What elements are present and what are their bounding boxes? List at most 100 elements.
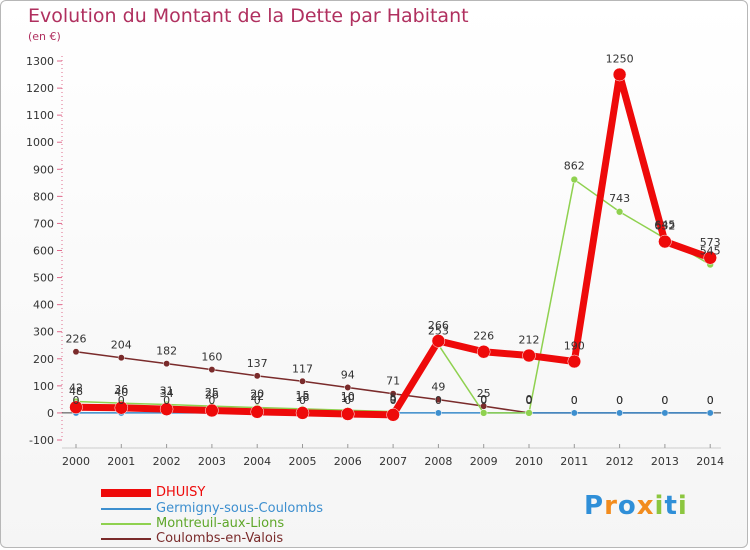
data-point-germigny-sous-coulombs [616, 409, 624, 417]
x-tick-label: 2002 [153, 455, 181, 468]
data-label-montreuil-aux-lions: 743 [609, 192, 630, 205]
chart-title: Evolution du Montant de la Dette par Hab… [28, 5, 469, 27]
logo-letter: o [617, 491, 637, 521]
data-point-germigny-sous-coulombs [570, 409, 578, 417]
data-point-coulombs-en-valois [434, 396, 442, 404]
data-label-dhuisy: 266 [428, 319, 449, 332]
logo-letter: i [677, 491, 688, 521]
x-tick-label: 2006 [334, 455, 362, 468]
data-label-coulombs-en-valois: 0 [661, 394, 668, 407]
data-point-coulombs-en-valois [344, 384, 352, 391]
data-label-germigny-sous-coulombs: 0 [480, 394, 487, 407]
data-point-dhuisy [69, 400, 83, 414]
data-point-montreuil-aux-lions [525, 409, 533, 417]
data-label-montreuil-aux-lions: 25 [205, 386, 219, 399]
legend-label-coulombs: Coulombs-en-Valois [156, 531, 284, 546]
data-label-montreuil-aux-lions: 645 [654, 218, 675, 231]
data-label-coulombs-en-valois: 182 [156, 345, 177, 358]
data-point-germigny-sous-coulombs [434, 409, 442, 417]
x-tick-label: 2003 [198, 455, 226, 468]
data-label-germigny-sous-coulombs: 0 [344, 394, 351, 407]
x-tick-label: 2012 [606, 455, 634, 468]
data-label-montreuil-aux-lions: 0 [480, 393, 487, 406]
data-point-coulombs-en-valois [253, 372, 261, 380]
data-label-germigny-sous-coulombs: 0 [616, 394, 623, 407]
data-label-montreuil-aux-lions: 15 [296, 389, 310, 402]
x-tick-label: 2005 [289, 455, 317, 468]
data-point-coulombs-en-valois [208, 366, 216, 374]
data-label-dhuisy: 26 [205, 388, 219, 401]
chart-subtitle: (en €) [28, 30, 61, 43]
x-tick-label: 2007 [379, 455, 407, 468]
data-point-dhuisy [567, 354, 582, 369]
data-label-coulombs-en-valois: 0 [616, 394, 623, 407]
series-layer [69, 67, 717, 422]
data-label-dhuisy: 190 [564, 339, 585, 352]
data-label-montreuil-aux-lions: 862 [564, 160, 585, 173]
data-label-germigny-sous-coulombs: 0 [661, 394, 668, 407]
data-point-dhuisy [114, 401, 129, 415]
data-label-germigny-sous-coulombs: 0 [208, 394, 215, 407]
data-label-montreuil-aux-lions: 36 [114, 383, 128, 396]
data-label-germigny-sous-coulombs: 0 [390, 394, 397, 407]
data-point-montreuil-aux-lions [570, 175, 578, 184]
data-label-dhuisy: 212 [519, 334, 540, 347]
legend-swatch-dhuisy [101, 489, 151, 497]
y-tick-label: 600 [33, 245, 54, 258]
legend-label-dhuisy: DHUISY [156, 485, 206, 500]
data-point-dhuisy [341, 407, 355, 421]
y-tick-label: 1200 [26, 82, 54, 95]
data-labels-layer: 226 204 182 160 137 117 94 71 49 250 0 0 0 00 0 0 0 0 0 0 0 0… [66, 53, 721, 407]
data-label-germigny-sous-coulombs: 0 [73, 394, 80, 407]
y-tick-label: 100 [33, 380, 54, 393]
data-point-dhuisy [476, 344, 491, 359]
data-label-coulombs-en-valois: 0 [526, 394, 533, 407]
data-label-coulombs-en-valois: 204 [111, 339, 132, 352]
data-label-coulombs-en-valois: 0 [707, 394, 714, 407]
data-point-germigny-sous-coulombs [661, 409, 669, 417]
data-label-montreuil-aux-lions: 20 [250, 388, 264, 401]
data-label-coulombs-en-valois: 137 [247, 357, 268, 370]
y-tick-label: 500 [33, 272, 54, 285]
logo-letter: t [664, 491, 678, 521]
data-label-coulombs-en-valois: 226 [66, 333, 87, 346]
data-point-montreuil-aux-lions [480, 409, 488, 417]
data-label-dhuisy: 632 [654, 220, 675, 233]
data-label-montreuil-aux-lions: 5 [390, 392, 397, 405]
data-label-germigny-sous-coulombs: 0 [163, 394, 170, 407]
x-tick-label: 2008 [424, 455, 452, 468]
data-point-dhuisy [612, 67, 627, 82]
y-tick-label: 700 [33, 217, 54, 230]
legend-swatch-germigny [101, 508, 151, 510]
data-label-germigny-sous-coulombs: 0 [118, 394, 125, 407]
data-label-dhuisy: 573 [700, 236, 721, 249]
data-label-coulombs-en-valois: 71 [386, 375, 400, 388]
legend-label-germigny: Germigny-sous-Coulombs [156, 501, 324, 516]
data-point-dhuisy [295, 406, 310, 420]
data-label-dhuisy: 226 [473, 330, 494, 343]
data-label-coulombs-en-valois: 160 [201, 351, 222, 364]
data-label-montreuil-aux-lions: 0 [526, 393, 533, 406]
data-label-montreuil-aux-lions: 42 [69, 382, 83, 395]
data-label-germigny-sous-coulombs: 0 [435, 394, 442, 407]
y-tick-label: 800 [33, 190, 54, 203]
legend-swatch-montreuil [101, 523, 151, 525]
y-tick-label: -100 [29, 434, 54, 447]
data-label-germigny-sous-coulombs: 0 [254, 394, 261, 407]
data-label-coulombs-en-valois: 94 [341, 368, 355, 381]
x-tick-label: 2000 [62, 455, 90, 468]
legend-label-montreuil: Montreuil-aux-Lions [156, 516, 285, 531]
data-label-montreuil-aux-lions: 253 [428, 325, 449, 338]
data-point-dhuisy [159, 402, 174, 416]
y-tick-label: 0 [47, 407, 54, 420]
data-point-dhuisy [250, 405, 264, 419]
data-point-coulombs-en-valois [163, 360, 171, 368]
data-label-montreuil-aux-lions: 545 [700, 245, 721, 258]
y-tick-label: 1100 [26, 109, 54, 122]
data-point-dhuisy [658, 234, 672, 249]
x-tick-label: 2001 [107, 455, 135, 468]
data-label-germigny-sous-coulombs: 0 [707, 394, 714, 407]
data-label-coulombs-en-valois: 49 [431, 381, 445, 394]
